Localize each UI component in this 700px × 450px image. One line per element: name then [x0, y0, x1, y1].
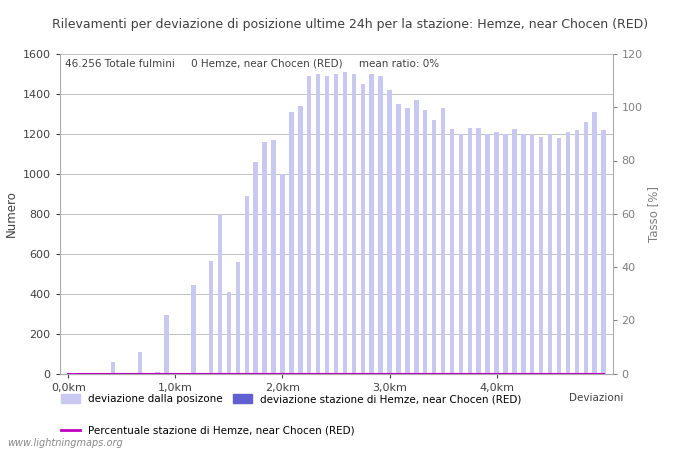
- Bar: [494, 132, 499, 374]
- Bar: [360, 84, 365, 374]
- Bar: [432, 120, 436, 374]
- Bar: [414, 100, 419, 374]
- Bar: [227, 292, 231, 374]
- Bar: [351, 74, 356, 374]
- Text: 46.256 Totale fulmini     0 Hemze, near Chocen (RED)     mean ratio: 0%: 46.256 Totale fulmini 0 Hemze, near Choc…: [65, 59, 439, 69]
- Bar: [405, 108, 409, 374]
- Bar: [468, 128, 472, 374]
- Bar: [512, 129, 517, 374]
- Bar: [137, 351, 142, 373]
- Bar: [191, 285, 195, 374]
- Bar: [111, 361, 116, 374]
- Bar: [458, 134, 463, 374]
- Bar: [521, 134, 526, 374]
- Bar: [155, 372, 160, 374]
- Bar: [209, 261, 214, 373]
- Y-axis label: Tasso [%]: Tasso [%]: [647, 186, 660, 242]
- Bar: [556, 138, 561, 374]
- Bar: [280, 174, 285, 374]
- Bar: [244, 196, 249, 374]
- Text: Rilevamenti per deviazione di posizione ultime 24h per la stazione: Hemze, near : Rilevamenti per deviazione di posizione …: [52, 18, 648, 31]
- Bar: [592, 112, 597, 374]
- Bar: [584, 122, 588, 374]
- Bar: [575, 130, 579, 373]
- Bar: [289, 112, 293, 374]
- Bar: [298, 106, 302, 374]
- Bar: [334, 74, 338, 374]
- Bar: [164, 315, 169, 373]
- Legend: Percentuale stazione di Hemze, near Chocen (RED): Percentuale stazione di Hemze, near Choc…: [61, 426, 355, 436]
- Bar: [530, 134, 535, 374]
- Bar: [272, 140, 276, 373]
- Y-axis label: Numero: Numero: [5, 190, 18, 237]
- Bar: [343, 72, 347, 373]
- Bar: [262, 142, 267, 373]
- Bar: [218, 214, 223, 374]
- Bar: [316, 74, 321, 374]
- Bar: [423, 110, 428, 374]
- Bar: [477, 128, 481, 374]
- Legend: deviazione dalla posizone, deviazione stazione di Hemze, near Chocen (RED): deviazione dalla posizone, deviazione st…: [61, 394, 522, 404]
- Bar: [253, 162, 258, 374]
- Bar: [566, 132, 570, 374]
- Bar: [503, 134, 507, 374]
- Bar: [449, 129, 454, 374]
- Bar: [387, 90, 392, 373]
- Bar: [396, 104, 400, 374]
- Bar: [307, 76, 312, 374]
- Bar: [370, 74, 374, 374]
- Bar: [539, 137, 543, 374]
- Text: www.lightningmaps.org: www.lightningmaps.org: [7, 438, 122, 448]
- Bar: [236, 261, 240, 374]
- Bar: [325, 76, 329, 374]
- Text: Deviazioni: Deviazioni: [568, 393, 623, 403]
- Bar: [548, 134, 552, 374]
- Bar: [379, 76, 383, 374]
- Bar: [441, 108, 445, 374]
- Bar: [601, 130, 606, 373]
- Bar: [485, 134, 490, 374]
